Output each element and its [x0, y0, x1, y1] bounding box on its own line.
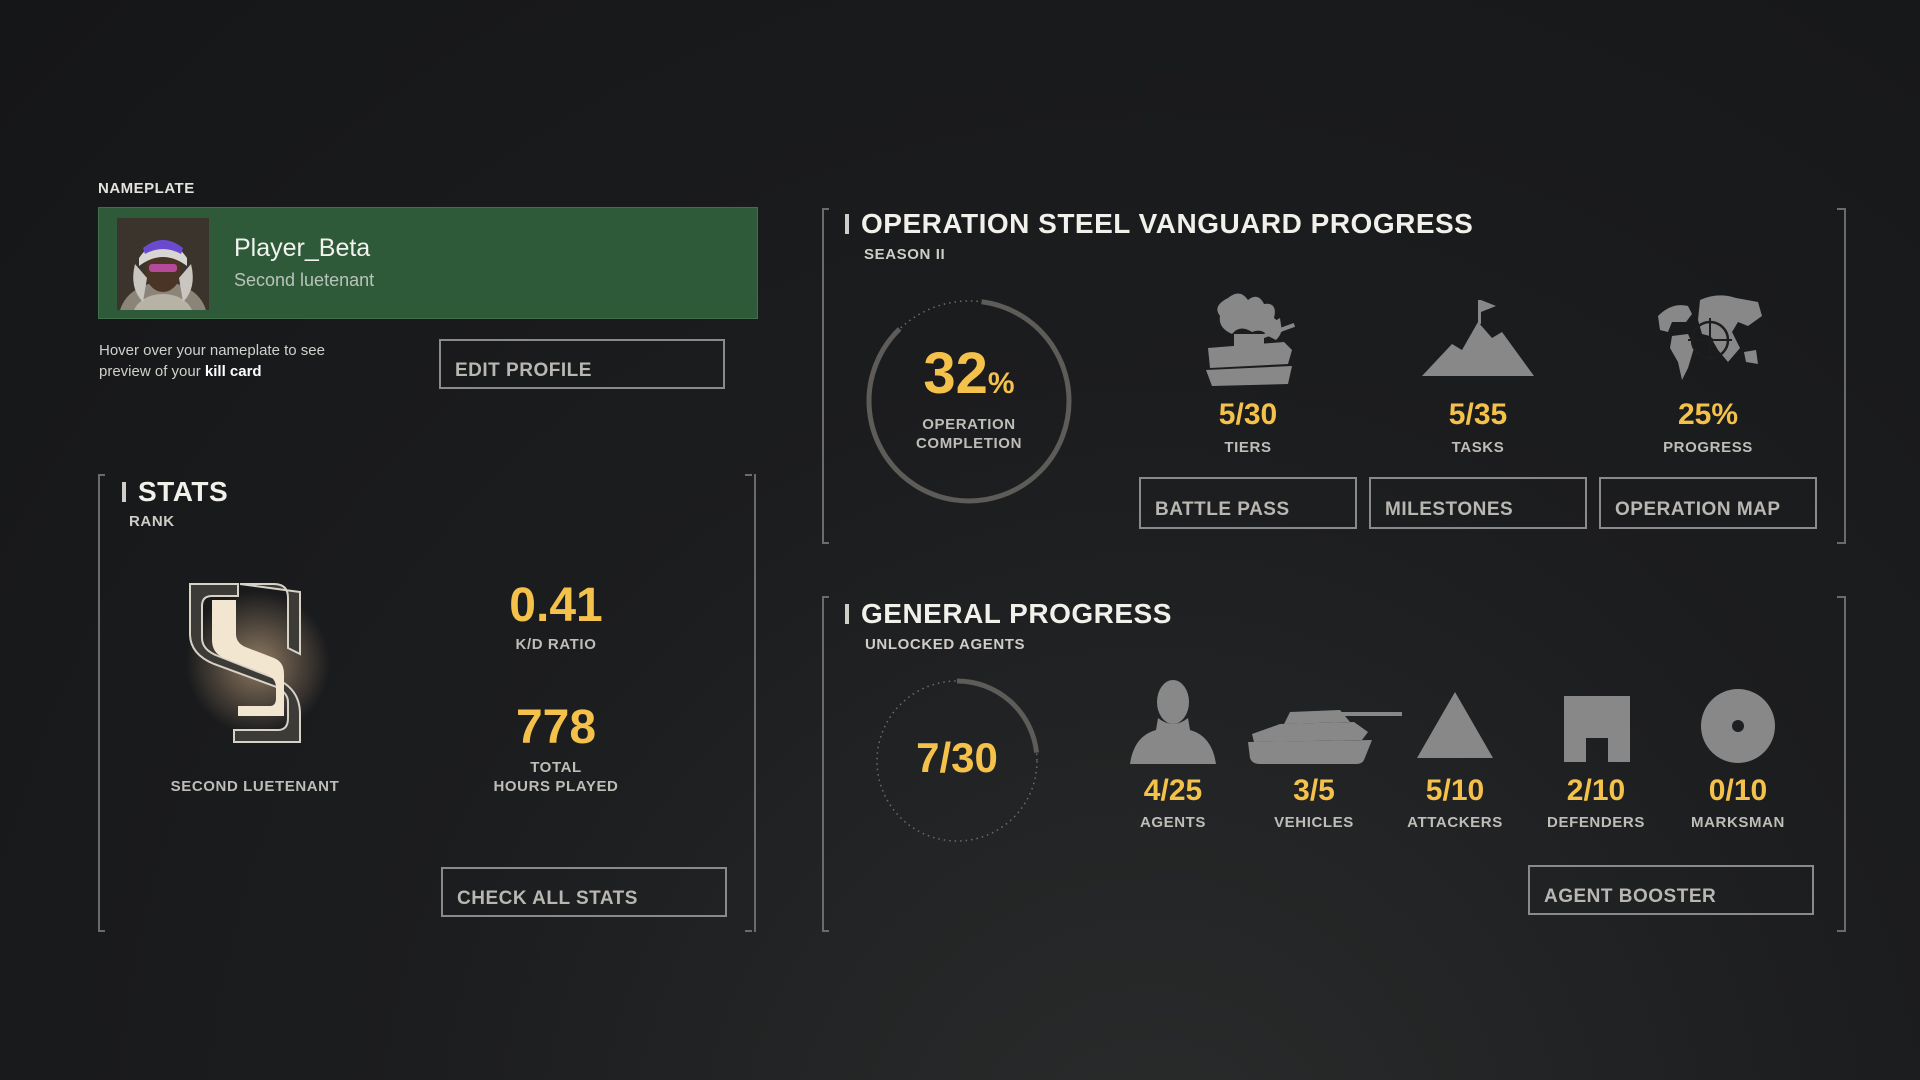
- edit-profile-button[interactable]: EDIT PROFILE: [439, 339, 725, 389]
- tiers-value: 5/30: [1218, 398, 1278, 431]
- tasks-value: 5/35: [1448, 398, 1508, 431]
- rank-emblem-icon: [178, 578, 338, 748]
- unlocked-agents-value: 7/30: [916, 734, 998, 781]
- agent-silhouette-icon: [1128, 674, 1218, 766]
- nameplate-hint: Hover over your nameplate to see preview…: [99, 342, 325, 380]
- fort-icon: [1562, 694, 1632, 764]
- tiers-label: TIERS: [1224, 439, 1272, 456]
- agent-booster-button[interactable]: AGENT BOOSTER: [1528, 865, 1814, 915]
- operation-subtitle: SEASON II: [864, 246, 946, 263]
- general-progress-panel: [822, 596, 1846, 932]
- player-rank-text: Second luetenant: [234, 270, 375, 290]
- hours-played-label: TOTAL HOURS PLAYED: [493, 759, 619, 795]
- marksman-label: MARKSMAN: [1691, 814, 1785, 831]
- operation-completion-ring: [864, 296, 1074, 506]
- progress-label: PROGRESS: [1663, 439, 1753, 456]
- general-progress-subtitle: UNLOCKED AGENTS: [865, 636, 1026, 653]
- operation-completion-value: 32%: [923, 341, 1015, 406]
- unlocked-agents-arc: [956, 678, 1040, 753]
- triangle-icon: [1415, 690, 1495, 760]
- stats-subtitle: RANK: [129, 513, 175, 530]
- operation-title: OPERATION STEEL VANGUARD PROGRESS: [845, 208, 1473, 240]
- vehicles-label: VEHICLES: [1274, 814, 1354, 831]
- operation-completion-arc: [866, 299, 1072, 504]
- target-circle-icon: [1700, 688, 1776, 764]
- kill-card-text: kill card: [204, 363, 262, 380]
- progress-value: 25%: [1677, 398, 1739, 431]
- marksman-value: 0/10: [1708, 774, 1768, 807]
- kd-ratio-value: 0.41: [509, 579, 603, 632]
- world-map-target-icon: [1648, 292, 1768, 388]
- kd-ratio-label: K/D RATIO: [515, 636, 597, 653]
- defenders-value: 2/10: [1566, 774, 1626, 807]
- stats-panel: [98, 474, 756, 932]
- attackers-label: ATTACKERS: [1407, 814, 1503, 831]
- tank-icon: [1244, 700, 1404, 766]
- hours-played-value: 778: [515, 701, 597, 754]
- defenders-label: DEFENDERS: [1547, 814, 1645, 831]
- milestones-button[interactable]: MILESTONES: [1369, 477, 1587, 529]
- tasks-label: TASKS: [1451, 439, 1505, 456]
- stats-title: STATS: [122, 476, 228, 508]
- vehicles-value: 3/5: [1293, 774, 1335, 807]
- battle-pass-button[interactable]: BATTLE PASS: [1139, 477, 1357, 529]
- player-name: Player_Beta: [234, 234, 371, 262]
- player-avatar: [117, 218, 209, 310]
- agents-value: 4/25: [1143, 774, 1203, 807]
- nameplate-section-label: NAMEPLATE: [98, 180, 195, 197]
- attackers-value: 5/10: [1425, 774, 1485, 807]
- rank-name: SECOND LUETENANT: [170, 778, 340, 795]
- nameplate-card[interactable]: Player_Beta Second luetenant: [98, 207, 758, 319]
- tank-battle-icon: [1188, 288, 1308, 388]
- check-all-stats-button[interactable]: CHECK ALL STATS: [441, 867, 727, 917]
- mountain-flag-icon: [1418, 292, 1538, 382]
- operation-panel: [822, 208, 1846, 544]
- agents-label: AGENTS: [1139, 814, 1207, 831]
- unlocked-agents-ring: [872, 676, 1042, 846]
- operation-completion-label: OPERATION COMPLETION: [916, 416, 1022, 452]
- general-progress-title: GENERAL PROGRESS: [845, 598, 1172, 630]
- operation-map-button[interactable]: OPERATION MAP: [1599, 477, 1817, 529]
